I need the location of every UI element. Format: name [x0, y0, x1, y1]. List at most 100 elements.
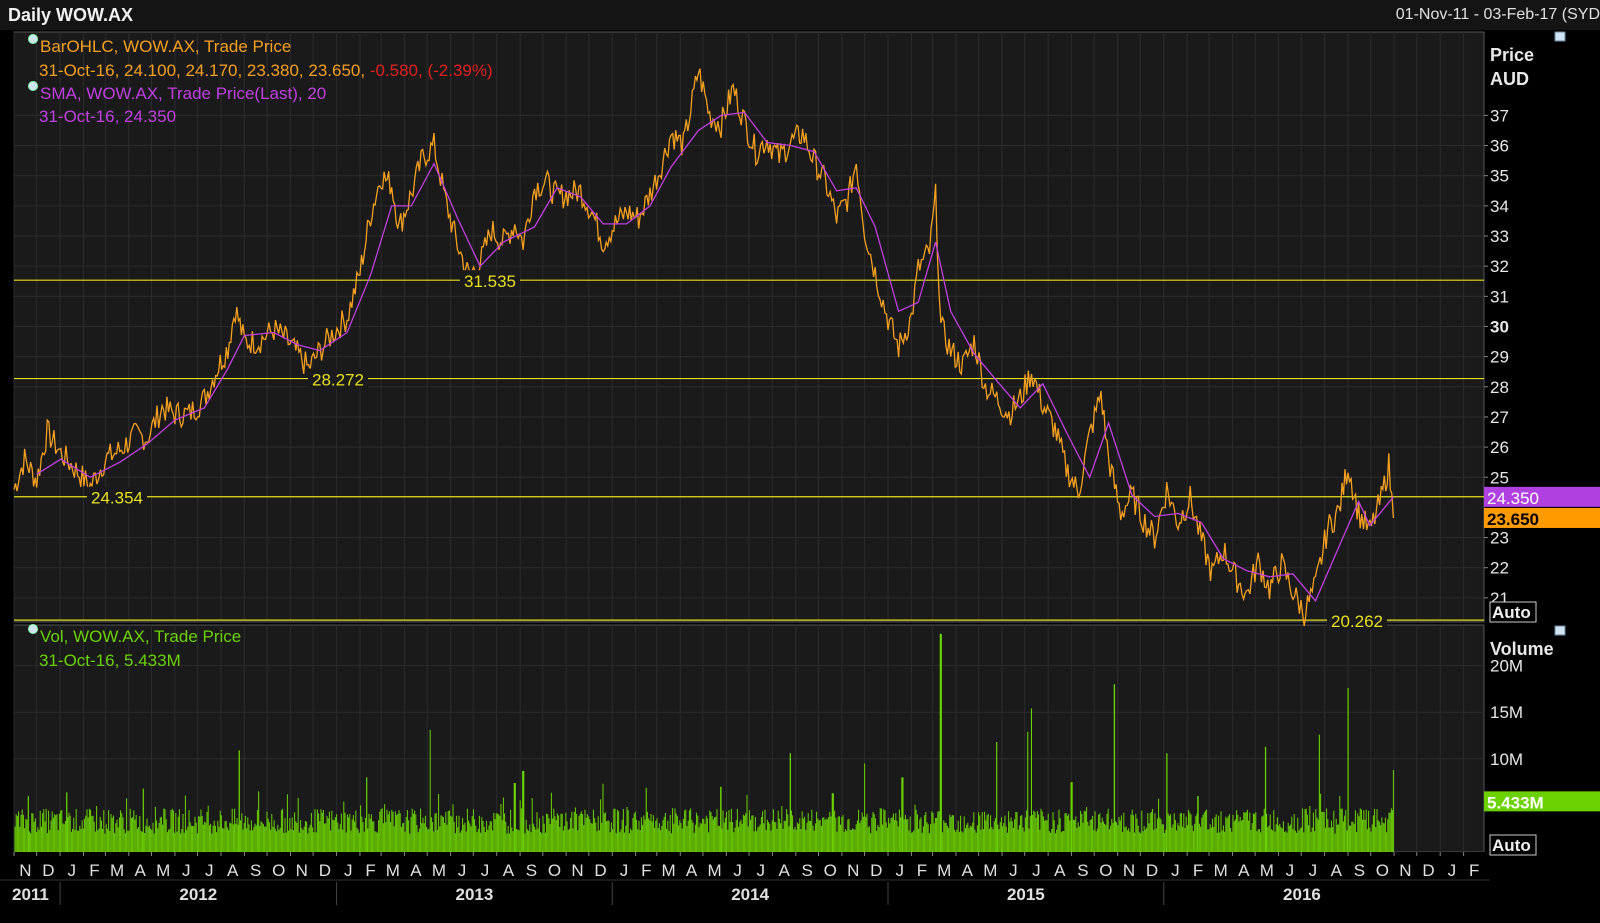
month-label: N [1123, 861, 1135, 880]
price-tick-label: 28 [1490, 378, 1509, 397]
month-label: J [1448, 861, 1457, 880]
year-label: 2015 [1007, 885, 1045, 904]
month-label: J [1286, 861, 1295, 880]
month-label: M [661, 861, 675, 880]
month-label: S [1354, 861, 1365, 880]
month-label: D [594, 861, 606, 880]
month-label: J [895, 861, 904, 880]
sma-legend-title[interactable]: SMA, WOW.AX, Trade Price(Last), 20 [28, 81, 326, 104]
month-label: M [1260, 861, 1274, 880]
x-axis-area [0, 852, 1600, 923]
level-label-bg [308, 368, 368, 389]
price-last-tag [1484, 507, 1600, 528]
price-auto-box [1489, 601, 1537, 623]
price-last-tag-label: 23.650 [1487, 510, 1539, 529]
month-label: J [458, 861, 467, 880]
price-tick-label: 25 [1490, 468, 1509, 487]
sma-last-tag [1484, 486, 1600, 507]
level-label-bg [460, 270, 520, 291]
price-tick-label: 35 [1490, 167, 1509, 186]
level-label: 28.272 [312, 371, 364, 390]
date-range: 01-Nov-11 - 03-Feb-17 (SYD [1395, 6, 1600, 23]
month-label: F [1193, 861, 1203, 880]
month-label: J [620, 861, 629, 880]
price-tick-label: 26 [1490, 438, 1509, 457]
price-tick-label: 29 [1490, 348, 1509, 367]
month-label: J [205, 861, 214, 880]
month-label: J [733, 861, 742, 880]
price-series-line [13, 68, 1395, 627]
level-label: 24.354 [91, 489, 143, 508]
month-label: A [962, 861, 974, 880]
level-label-bg [1327, 610, 1387, 631]
month-label: S [526, 861, 537, 880]
price-tick-label: 30 [1490, 317, 1509, 336]
month-label: J [1171, 861, 1180, 880]
sma-legend-bullet-icon[interactable] [28, 81, 38, 91]
year-label: 2016 [1283, 885, 1321, 904]
month-label: M [432, 861, 446, 880]
volume-tick-label: 10M [1490, 750, 1523, 769]
level-label: 20.262 [1331, 612, 1383, 631]
vol-legend-bullet-icon[interactable] [28, 624, 38, 634]
month-label: S [801, 861, 812, 880]
month-label: A [686, 861, 698, 880]
month-label: S [250, 861, 261, 880]
vol-legend-values: 31-Oct-16, 5.433M [39, 651, 181, 670]
month-label: J [481, 861, 490, 880]
price-auto-box-label: Auto [1492, 603, 1531, 622]
ohlc-legend-ohlc-values: 31-Oct-16, 24.100, 24.170, 23.380, 23.65… [39, 61, 370, 80]
month-label: F [917, 861, 927, 880]
month-label: F [641, 861, 651, 880]
price-tick-label: 32 [1490, 257, 1509, 276]
volume-axis-title: Volume [1490, 639, 1554, 659]
month-label: D [870, 861, 882, 880]
sma-last-tag-label: 24.350 [1487, 489, 1539, 508]
month-label: A [227, 861, 239, 880]
price-tick-label: 33 [1490, 227, 1509, 246]
month-label: M [156, 861, 170, 880]
month-label: N [571, 861, 583, 880]
month-label: J [344, 861, 353, 880]
month-label: M [1214, 861, 1228, 880]
price-tick-label: 23 [1490, 529, 1509, 548]
month-label: M [983, 861, 997, 880]
ohlc-legend-values: 31-Oct-16, 24.100, 24.170, 23.380, 23.65… [39, 61, 493, 81]
month-label: O [1376, 861, 1389, 880]
panel-maximize-icon[interactable] [1554, 625, 1566, 636]
month-label: D [1422, 861, 1434, 880]
volume-auto-box [1489, 834, 1537, 856]
chart-title: Daily WOW.AX [8, 5, 134, 25]
month-label: D [319, 861, 331, 880]
panel-maximize-icon[interactable] [1554, 31, 1566, 42]
month-label: O [1099, 861, 1112, 880]
vol-legend-title[interactable]: Vol, WOW.AX, Trade Price [28, 624, 242, 647]
ohlc-legend-title[interactable]: BarOHLC, WOW.AX, Trade Price [28, 34, 291, 57]
month-label: J [68, 861, 77, 880]
vol-legend-label: Vol, WOW.AX, Trade Price [40, 627, 242, 646]
month-label: N [1399, 861, 1411, 880]
month-label: F [89, 861, 99, 880]
price-axis-unit: AUD [1490, 69, 1529, 89]
ohlc-legend-bullet-icon[interactable] [28, 34, 38, 44]
month-label: A [134, 861, 146, 880]
month-label: F [365, 861, 375, 880]
price-tick-label: 36 [1490, 137, 1509, 156]
month-label: J [1309, 861, 1318, 880]
year-label: 2014 [731, 885, 769, 904]
year-label: 2011 [12, 885, 49, 904]
volume-tick-label: 15M [1490, 703, 1523, 722]
month-label: J [1032, 861, 1041, 880]
volume-tick-label: 20M [1490, 657, 1523, 676]
month-label: J [756, 861, 765, 880]
month-label: O [824, 861, 837, 880]
month-label: A [1331, 861, 1343, 880]
month-label: A [410, 861, 422, 880]
price-tick-label: 22 [1490, 559, 1509, 578]
month-label: M [386, 861, 400, 880]
month-label: N [296, 861, 308, 880]
month-label: N [19, 861, 31, 880]
month-label: N [847, 861, 859, 880]
price-tick-label: 31 [1490, 287, 1509, 306]
